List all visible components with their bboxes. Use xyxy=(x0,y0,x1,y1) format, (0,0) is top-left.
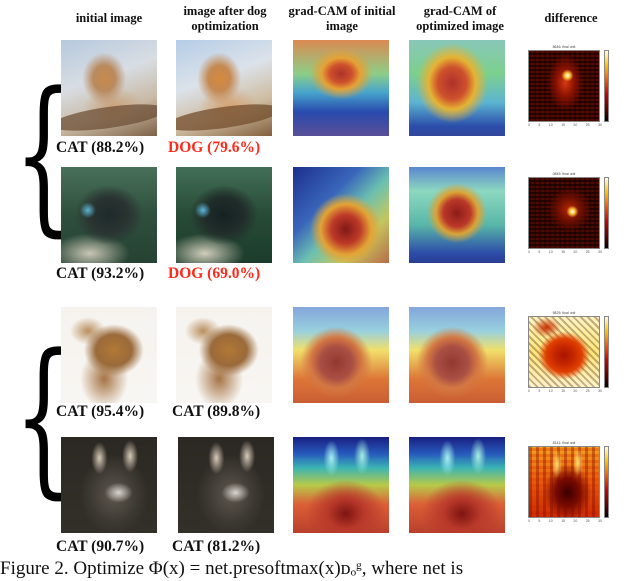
tick: 0 xyxy=(528,519,530,523)
tick: 25 xyxy=(585,250,590,254)
difference-plot-title: 0845: final unit xyxy=(552,172,576,176)
row4-initial-image xyxy=(61,437,157,533)
row3-optimized-prediction: CAT (89.8%) xyxy=(172,403,261,420)
row4-initial-prediction: CAT (90.7%) xyxy=(56,538,145,555)
tick: 0 xyxy=(528,123,530,127)
row1-gradcam-optimized xyxy=(409,40,505,136)
row1-initial-prediction: CAT (88.2%) xyxy=(56,139,145,156)
tick: 15 xyxy=(561,123,565,127)
tick: 20 xyxy=(573,389,578,393)
column-header-initial-image: initial image xyxy=(75,11,143,25)
row2-optimized-prediction: DOG (69.0%) xyxy=(168,265,261,282)
row2-difference-plot: 0845: final unit 0 5 10 15 20 25 30 xyxy=(522,172,614,258)
difference-heatmap xyxy=(528,316,600,388)
tick: 0 xyxy=(528,389,530,393)
row1-initial-image xyxy=(61,40,157,136)
tick: 30 xyxy=(598,123,602,127)
x-axis-ticks: 0 5 10 15 20 25 30 xyxy=(528,250,602,254)
tick: 30 xyxy=(598,250,602,254)
row1-gradcam-initial xyxy=(293,40,389,136)
column-header-gradcam-optimized: grad-CAM of optimized image xyxy=(416,4,504,33)
row4-gradcam-initial xyxy=(293,437,389,533)
row3-difference-plot: 5825: final unit 0 5 10 15 20 25 30 xyxy=(522,311,614,397)
tick: 5 xyxy=(538,123,541,127)
tick: 30 xyxy=(598,389,602,393)
row2-initial-image xyxy=(61,167,157,263)
tick: 10 xyxy=(548,519,553,523)
row4-optimized-prediction: CAT (81.2%) xyxy=(172,538,261,555)
row2-initial-prediction: CAT (93.2%) xyxy=(56,265,145,282)
row2-gradcam-initial xyxy=(293,167,389,263)
row4-difference-plot: 8141: final unit 0 5 10 15 20 25 30 xyxy=(522,441,614,527)
figure-caption: Figure 2. Optimize Φ(x) = net.presoftmax… xyxy=(0,558,464,579)
tick: 10 xyxy=(548,250,553,254)
x-axis-ticks: 0 5 10 15 20 25 30 xyxy=(528,389,602,393)
tick: 15 xyxy=(561,389,565,393)
row3-initial-prediction: CAT (95.4%) xyxy=(56,403,145,420)
x-axis-ticks: 0 5 10 15 20 25 30 xyxy=(528,123,602,127)
tick: 15 xyxy=(561,519,565,523)
tick: 0 xyxy=(528,250,530,254)
tick: 10 xyxy=(548,389,553,393)
tick: 5 xyxy=(538,250,541,254)
colorbar xyxy=(604,316,609,388)
row3-gradcam-optimized xyxy=(409,307,505,403)
row1-optimized-prediction: DOG (79.6%) xyxy=(168,139,261,156)
tick: 25 xyxy=(585,389,590,393)
tick: 5 xyxy=(538,389,541,393)
row2-gradcam-optimized xyxy=(409,167,505,263)
tick: 30 xyxy=(598,519,602,523)
difference-heatmap xyxy=(528,50,600,122)
colorbar xyxy=(604,446,609,518)
tick: 25 xyxy=(585,123,590,127)
difference-heatmap xyxy=(528,177,600,249)
tick: 20 xyxy=(573,519,578,523)
difference-plot-title: 8646: final unit xyxy=(552,45,576,49)
x-axis-ticks: 0 5 10 15 20 25 30 xyxy=(528,519,602,523)
difference-plot-title: 5825: final unit xyxy=(552,311,576,315)
row4-gradcam-optimized xyxy=(409,437,505,533)
row1-optimized-image xyxy=(176,40,272,136)
tick: 20 xyxy=(573,250,578,254)
column-header-optimized-image: image after dog optimization xyxy=(183,4,267,33)
column-header-gradcam-initial: grad-CAM of initial image xyxy=(288,4,396,33)
row3-initial-image xyxy=(61,307,157,403)
row2-optimized-image xyxy=(176,167,272,263)
colorbar xyxy=(604,50,609,122)
colorbar xyxy=(604,177,609,249)
row4-optimized-image xyxy=(178,437,274,533)
row3-gradcam-initial xyxy=(293,307,389,403)
tick: 25 xyxy=(585,519,590,523)
tick: 15 xyxy=(561,250,565,254)
row1-difference-plot: 8646: final unit 0 5 10 15 20 25 30 xyxy=(522,45,614,131)
row3-optimized-image xyxy=(176,307,272,403)
difference-heatmap xyxy=(528,446,600,518)
difference-plot-title: 8141: final unit xyxy=(552,441,576,445)
tick: 10 xyxy=(548,123,553,127)
tick: 5 xyxy=(538,519,541,523)
tick: 20 xyxy=(573,123,578,127)
column-header-difference: difference xyxy=(544,11,598,25)
